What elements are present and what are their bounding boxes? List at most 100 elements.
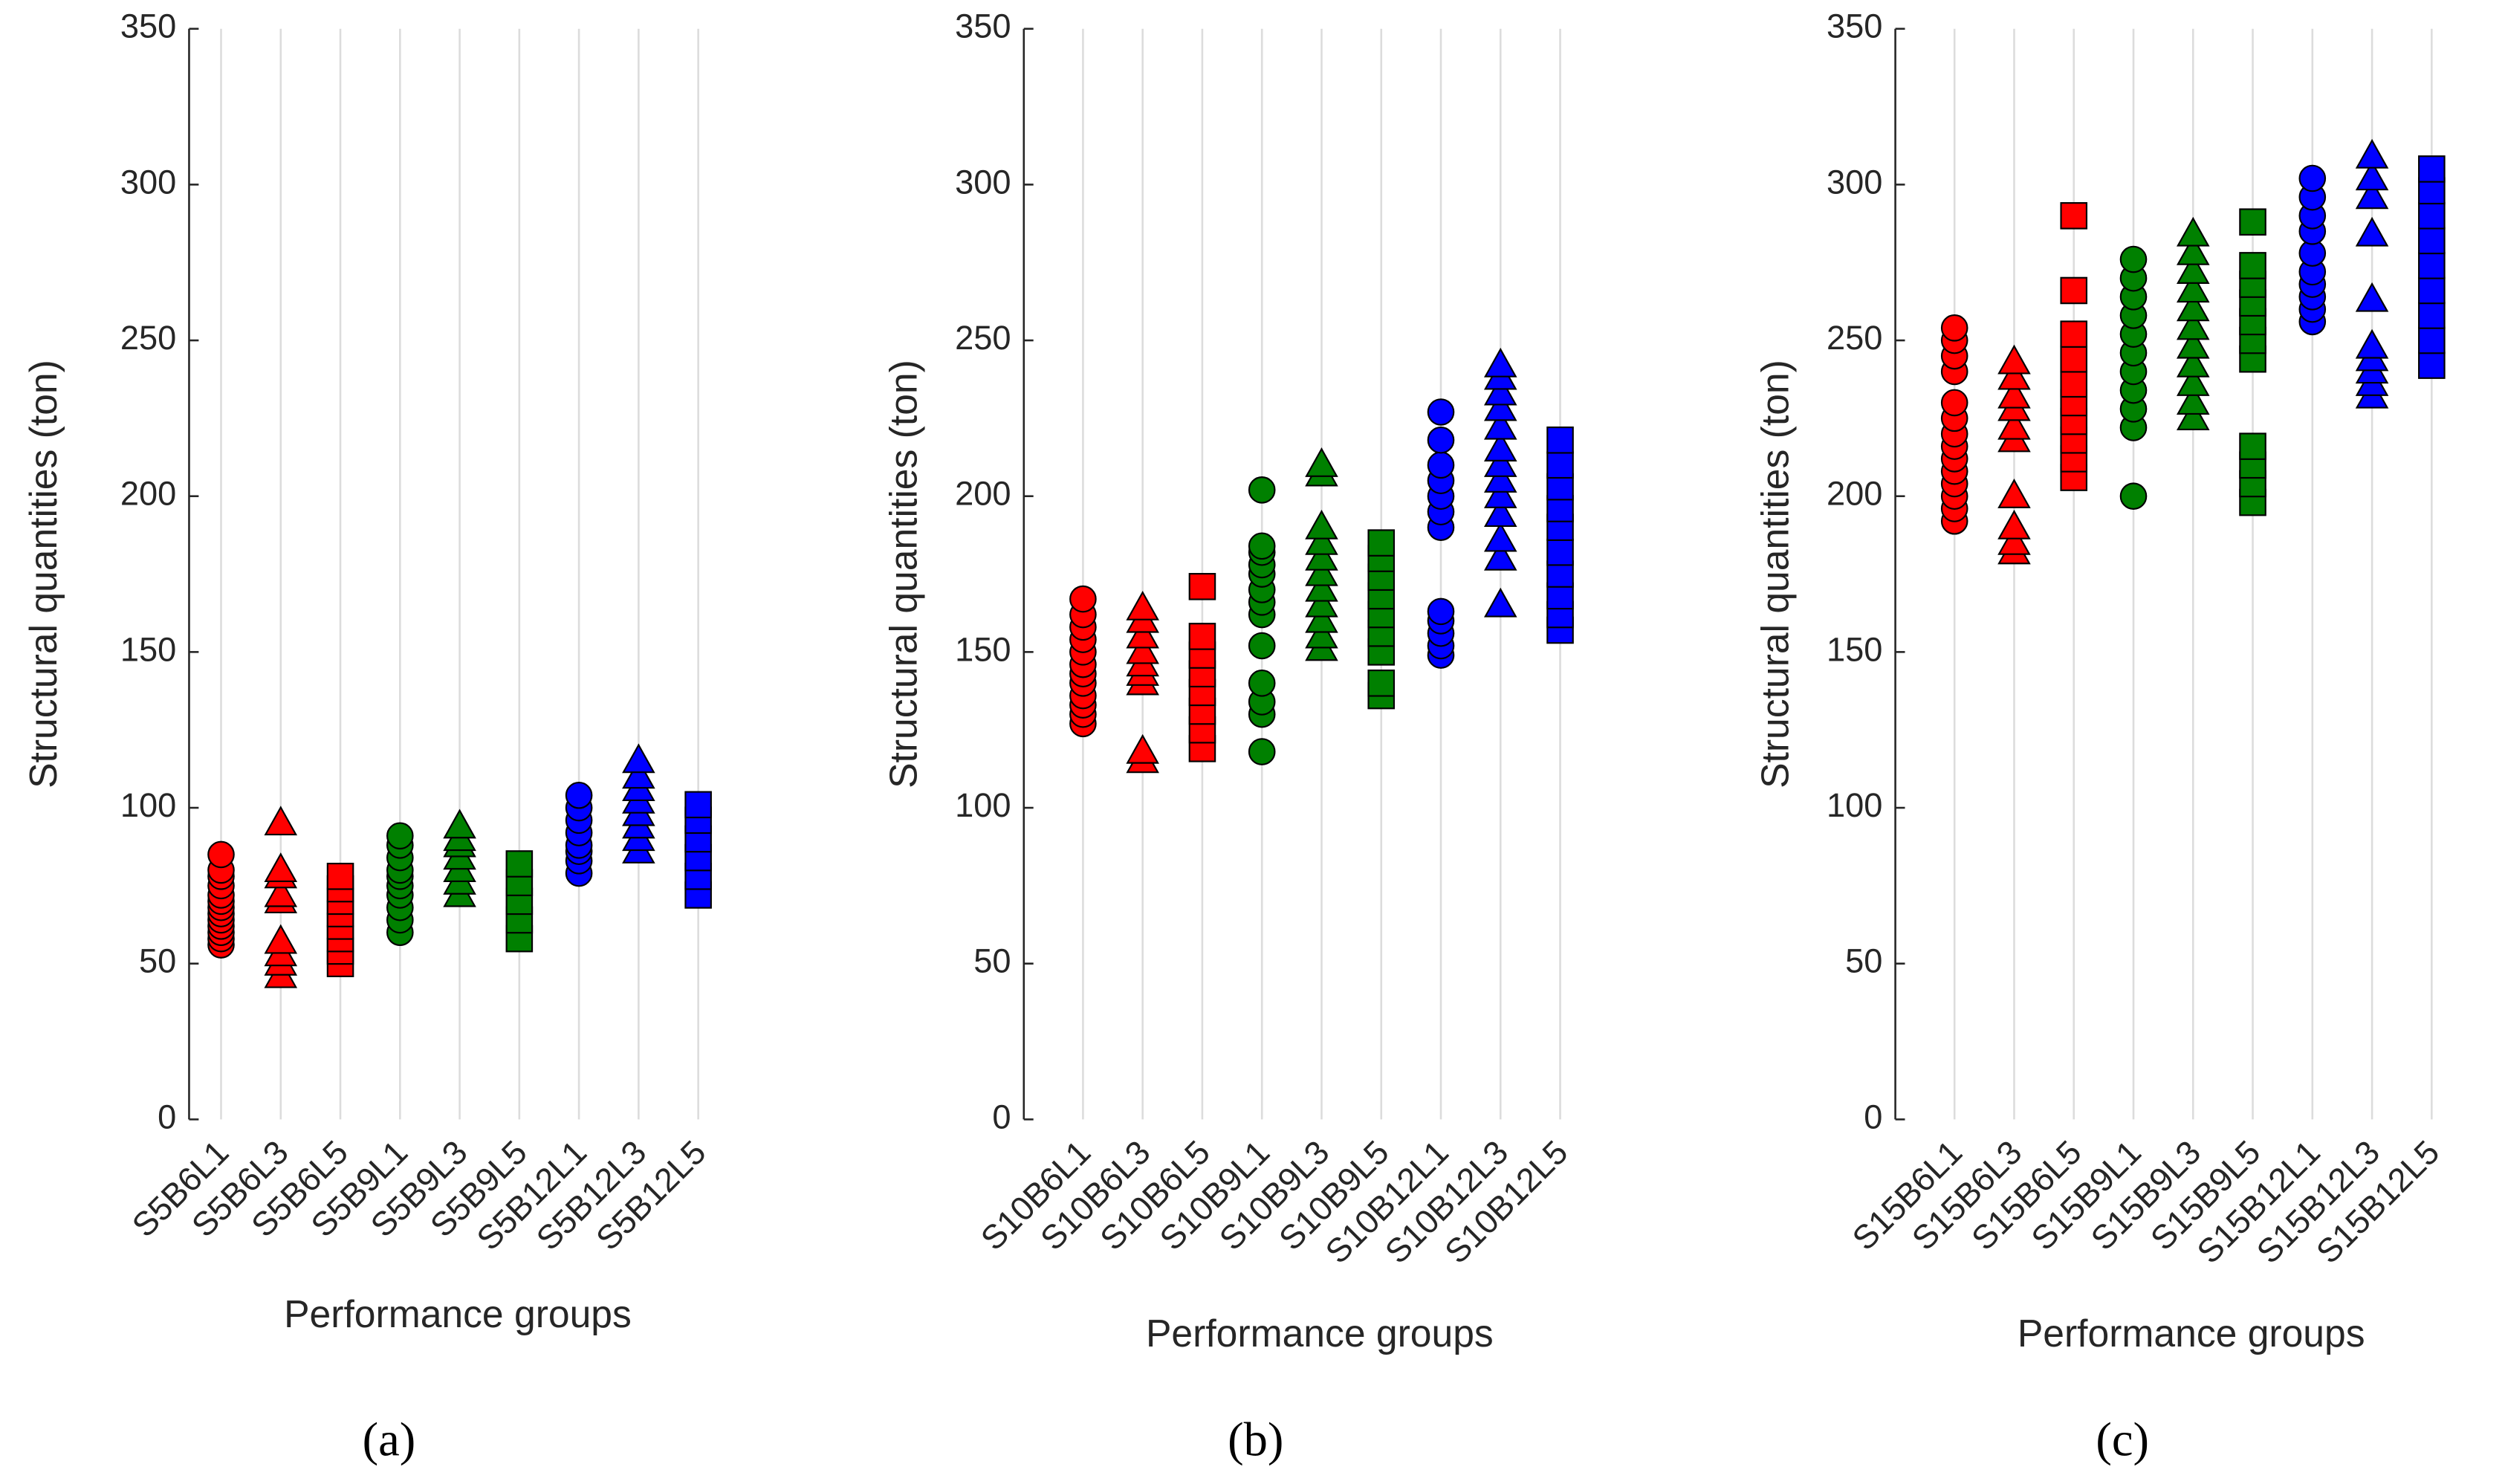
marker	[2176, 291, 2210, 322]
marker	[207, 840, 235, 869]
y-tick-label: 0	[158, 1098, 176, 1135]
marker	[622, 759, 655, 789]
y-tick-label: 350	[120, 7, 176, 45]
marker	[1483, 391, 1517, 421]
marker	[2176, 366, 2210, 396]
subplot: S5B6L1S5B6L3S5B6L5S5B9L1S5B9L3S5B9L5S5B1…	[22, 7, 713, 1467]
marker	[1483, 347, 1517, 378]
marker	[2418, 302, 2446, 329]
y-tick-label: 50	[139, 942, 176, 980]
marker	[2176, 310, 2210, 340]
marker	[1483, 522, 1517, 552]
marker	[2060, 276, 2088, 305]
y-tick-label: 350	[955, 7, 1011, 45]
y-tick-label: 250	[955, 319, 1011, 357]
marker	[1305, 540, 1338, 571]
marker	[1427, 426, 1455, 454]
marker	[1126, 618, 1159, 649]
marker	[565, 781, 593, 809]
marker	[2060, 345, 2088, 373]
marker	[1305, 525, 1338, 555]
marker	[1483, 587, 1517, 618]
y-tick-label: 300	[1827, 163, 1882, 201]
marker	[2176, 235, 2210, 265]
subplot: S15B6L1S15B6L3S15B6L5S15B9L1S15B9L3S15B9…	[1753, 7, 2446, 1467]
y-axis-label: Structural quantities (ton)	[1753, 360, 1796, 788]
y-tick-label: 150	[955, 630, 1011, 668]
marker	[1248, 632, 1276, 660]
marker	[264, 806, 298, 836]
y-axis-label: Structural quantities (ton)	[22, 360, 65, 788]
marker	[1248, 476, 1276, 504]
y-tick-label: 150	[120, 630, 176, 668]
marker	[2418, 155, 2446, 183]
y-tick-label: 100	[120, 786, 176, 824]
marker	[1126, 733, 1159, 764]
y-tick-label: 50	[973, 942, 1011, 980]
marker	[2176, 254, 2210, 284]
marker	[684, 791, 712, 819]
marker	[1248, 532, 1276, 560]
marker	[505, 850, 534, 878]
marker	[1483, 375, 1517, 406]
marker	[264, 877, 298, 907]
subplot: S10B6L1S10B6L3S10B6L5S10B9L1S10B9L3S10B9…	[882, 7, 1575, 1467]
y-tick-label: 50	[1845, 942, 1882, 980]
marker	[1546, 538, 1574, 566]
y-axis-label: Structural quantities (ton)	[882, 360, 925, 788]
marker	[1367, 670, 1396, 697]
marker	[2355, 282, 2389, 312]
marker	[1305, 587, 1338, 618]
y-tick-label: 300	[120, 163, 176, 201]
y-tick-label: 150	[1827, 630, 1882, 668]
y-tick-label: 250	[120, 319, 176, 357]
x-axis-label: Performance groups	[1146, 1312, 1494, 1355]
marker	[1997, 478, 2031, 508]
y-tick-label: 0	[1864, 1098, 1882, 1135]
marker	[2298, 164, 2327, 192]
marker	[2418, 252, 2446, 279]
marker	[1483, 409, 1517, 440]
marker	[1126, 634, 1159, 664]
marker	[1997, 509, 2031, 540]
y-tick-label: 0	[992, 1098, 1011, 1135]
marker	[1546, 426, 1574, 454]
marker	[1997, 344, 2031, 375]
marker	[2176, 216, 2210, 247]
marker	[1305, 603, 1338, 633]
panel-label: (b)	[1228, 1412, 1283, 1466]
marker	[1483, 463, 1517, 493]
marker	[264, 924, 298, 954]
marker	[1427, 597, 1455, 626]
marker	[2119, 482, 2148, 511]
marker	[1427, 398, 1455, 426]
marker	[1305, 571, 1338, 602]
x-axis-label: Performance groups	[284, 1292, 632, 1335]
marker	[1305, 556, 1338, 586]
marker	[2355, 161, 2389, 191]
marker	[2176, 347, 2210, 378]
marker	[2176, 273, 2210, 303]
marker	[1427, 451, 1455, 479]
y-tick-label: 200	[1827, 475, 1882, 513]
marker	[1997, 525, 2031, 555]
marker	[1305, 447, 1338, 477]
marker	[2239, 432, 2266, 460]
marker	[1305, 509, 1338, 540]
marker	[2239, 252, 2266, 279]
panel-label: (a)	[363, 1412, 416, 1466]
marker	[1367, 529, 1396, 557]
marker	[1546, 451, 1574, 479]
marker	[1188, 623, 1216, 650]
marker	[386, 822, 414, 850]
marker	[1940, 389, 1968, 417]
marker	[2418, 351, 2446, 379]
marker	[2418, 276, 2446, 305]
marker	[1248, 670, 1276, 697]
y-tick-label: 200	[120, 475, 176, 513]
marker	[2239, 208, 2266, 236]
marker	[1997, 378, 2031, 409]
y-tick-label: 100	[955, 786, 1011, 824]
marker	[2176, 385, 2210, 415]
